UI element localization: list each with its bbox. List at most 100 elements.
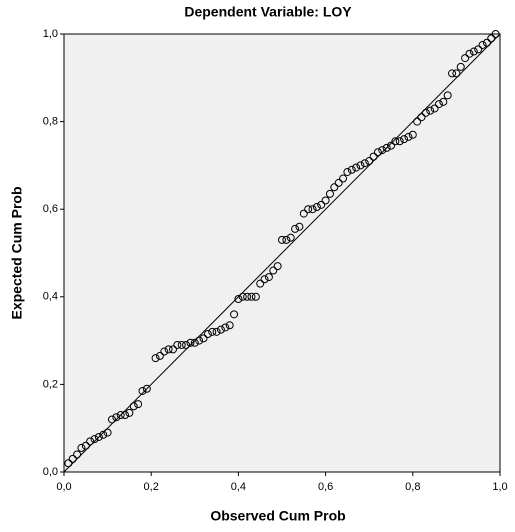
point bbox=[391, 137, 400, 146]
point bbox=[334, 178, 343, 187]
point bbox=[138, 386, 147, 395]
point bbox=[173, 340, 182, 349]
point bbox=[365, 157, 374, 166]
y-axis-label: Expected Cum Prob bbox=[9, 186, 25, 319]
point bbox=[273, 262, 282, 271]
point bbox=[68, 454, 77, 463]
point bbox=[308, 205, 317, 214]
point bbox=[339, 174, 348, 183]
point bbox=[73, 450, 82, 459]
point bbox=[426, 106, 435, 115]
point bbox=[64, 459, 73, 468]
point bbox=[182, 340, 191, 349]
reference-line bbox=[63, 33, 501, 473]
point bbox=[190, 338, 199, 347]
point bbox=[369, 152, 378, 161]
point bbox=[317, 200, 326, 209]
point bbox=[400, 135, 409, 144]
point bbox=[434, 100, 443, 109]
point bbox=[452, 69, 461, 78]
point bbox=[203, 330, 212, 339]
point bbox=[208, 327, 217, 336]
x-tick-label: 0,2 bbox=[144, 481, 159, 493]
point bbox=[352, 163, 361, 172]
x-tick-label: 1,0 bbox=[492, 481, 507, 493]
point bbox=[212, 327, 221, 336]
point bbox=[469, 47, 478, 56]
point bbox=[487, 34, 496, 43]
point bbox=[430, 104, 439, 113]
point bbox=[81, 441, 90, 450]
point bbox=[103, 428, 112, 437]
point bbox=[439, 97, 448, 106]
x-tick-label: 0,8 bbox=[405, 481, 420, 493]
y-tick-label: 0,8 bbox=[43, 116, 58, 128]
point bbox=[387, 141, 395, 150]
point bbox=[151, 354, 160, 363]
point bbox=[177, 340, 186, 349]
point bbox=[360, 159, 369, 168]
point bbox=[421, 108, 430, 117]
y-tick-label: 0,4 bbox=[43, 291, 58, 303]
point bbox=[112, 413, 121, 422]
point bbox=[155, 351, 164, 360]
point bbox=[260, 275, 269, 284]
point bbox=[247, 292, 256, 301]
point bbox=[382, 143, 391, 152]
point bbox=[343, 167, 352, 176]
x-axis-label: Observed Cum Prob bbox=[210, 508, 345, 524]
chart-title: Dependent Variable: LOY bbox=[184, 4, 352, 20]
point bbox=[373, 148, 382, 157]
point bbox=[221, 323, 230, 332]
point bbox=[164, 345, 173, 354]
point bbox=[121, 411, 130, 420]
point bbox=[347, 165, 356, 174]
point bbox=[325, 189, 334, 198]
point bbox=[116, 411, 125, 420]
point bbox=[99, 430, 108, 439]
point bbox=[129, 402, 138, 411]
point bbox=[286, 233, 295, 242]
point bbox=[461, 54, 470, 63]
point bbox=[186, 338, 195, 347]
point bbox=[251, 292, 260, 301]
point bbox=[169, 345, 177, 354]
y-tick-label: 0,0 bbox=[43, 466, 58, 478]
point bbox=[142, 384, 151, 393]
point bbox=[321, 196, 330, 205]
point bbox=[312, 203, 321, 212]
point bbox=[86, 437, 95, 446]
point bbox=[216, 325, 225, 334]
x-tick-label: 0,4 bbox=[231, 481, 246, 493]
point bbox=[125, 408, 134, 417]
point bbox=[404, 132, 413, 141]
y-tick-label: 1,0 bbox=[43, 28, 58, 40]
x-tick-label: 0,6 bbox=[318, 481, 333, 493]
point bbox=[443, 91, 452, 100]
point bbox=[295, 222, 304, 231]
point bbox=[291, 224, 300, 233]
point bbox=[417, 113, 426, 122]
point bbox=[304, 205, 313, 214]
point bbox=[413, 117, 422, 126]
point bbox=[478, 40, 487, 49]
point bbox=[195, 336, 204, 345]
point bbox=[491, 30, 500, 38]
point bbox=[234, 294, 243, 303]
point bbox=[256, 279, 265, 288]
point bbox=[408, 130, 417, 139]
point bbox=[90, 435, 99, 444]
point bbox=[448, 69, 457, 78]
point bbox=[456, 62, 465, 71]
point bbox=[238, 292, 247, 301]
point bbox=[77, 443, 86, 452]
point bbox=[264, 273, 273, 282]
point bbox=[465, 49, 474, 58]
point bbox=[278, 235, 286, 244]
y-tick-label: 0,2 bbox=[43, 378, 58, 390]
point bbox=[134, 400, 143, 409]
point bbox=[107, 415, 116, 424]
point bbox=[243, 292, 252, 301]
y-tick-label: 0,6 bbox=[43, 203, 58, 215]
